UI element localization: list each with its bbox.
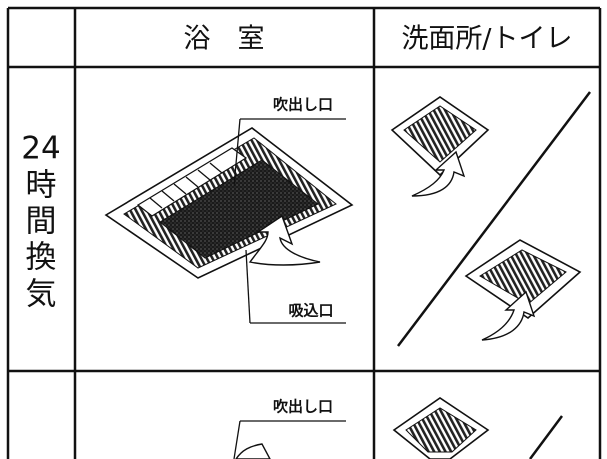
- callout-label: 吹出し口: [273, 398, 333, 416]
- column-header: 浴 室: [184, 24, 265, 55]
- row-label-part: 間: [26, 204, 57, 240]
- row-label-part: 換: [26, 240, 57, 276]
- callout-lines: [233, 118, 346, 324]
- washroom-vent-illustration: [392, 397, 564, 459]
- callout-label: 吹出し口: [273, 96, 333, 114]
- column-header: 洗面所/トイレ: [401, 24, 572, 55]
- bath-unit-illustration: [104, 127, 354, 279]
- table-grid: [6, 6, 602, 459]
- bath-unit-illustration: [233, 420, 346, 459]
- row-label-part: 気: [26, 277, 57, 313]
- washroom-vent-illustration: [390, 91, 591, 347]
- row-label: 24 時 間 換 気: [21, 131, 60, 313]
- callout-label: 吸込口: [288, 302, 333, 320]
- row-label-part: 時: [26, 168, 57, 204]
- row-label-part: 24: [21, 131, 60, 167]
